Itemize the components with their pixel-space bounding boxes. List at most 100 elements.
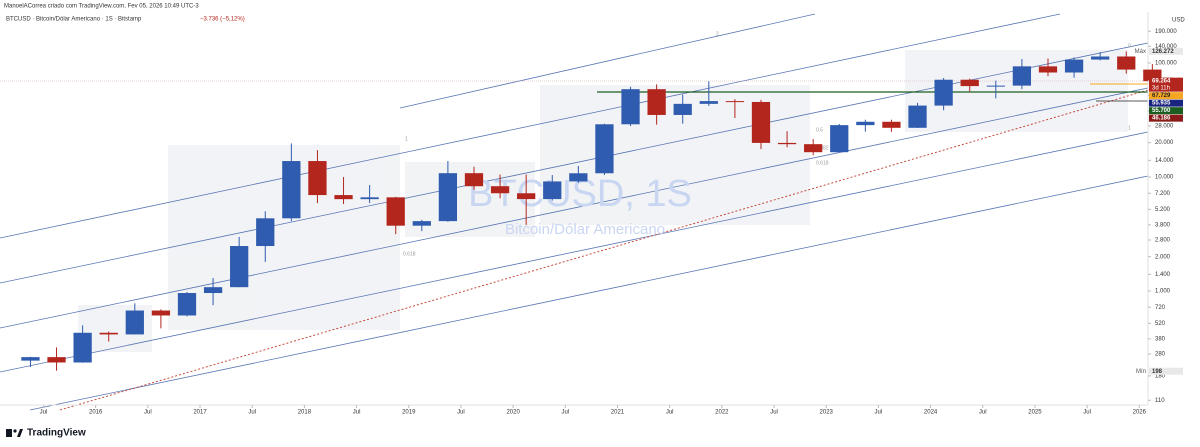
y-tick-label: 180 (1155, 373, 1166, 379)
x-tick-label: Jul (875, 410, 883, 416)
y-tick-label: 1.000 (1155, 289, 1171, 295)
watermark-subtitle: Bitcoin/Dólar Americano (505, 221, 665, 238)
candle-body (621, 89, 640, 125)
x-tick-label: 2020 (506, 410, 520, 416)
x-tick-label: 2023 (820, 410, 834, 416)
candle-body (647, 89, 666, 115)
x-tick-label: 2016 (89, 410, 103, 416)
x-tick-label: Jul (457, 410, 465, 416)
candle-body (1143, 69, 1162, 82)
fib-label: 1 (405, 136, 408, 142)
x-tick-label: Jul (561, 410, 569, 416)
candle-body (21, 357, 40, 361)
candle-body (386, 197, 405, 226)
candle-body (47, 357, 66, 363)
candle-body (73, 332, 92, 363)
candle-body (777, 142, 797, 145)
price-change: −3.736 (−5,12%) (200, 17, 245, 23)
price-marker-label: 126.272 (1152, 49, 1174, 55)
y-tick-label: 5.200 (1155, 207, 1171, 213)
candle-body (1091, 56, 1110, 60)
candle-body (595, 124, 614, 174)
x-tick-label: Jul (666, 410, 674, 416)
x-tick-label: Jul (40, 410, 48, 416)
candle-body (908, 105, 927, 128)
candle-body (804, 144, 823, 153)
x-tick-label: Jul (248, 410, 256, 416)
candle-body (960, 79, 979, 87)
candle-body (125, 310, 144, 335)
candle-body (412, 221, 431, 226)
candle-body (360, 197, 379, 200)
candle-body (830, 125, 849, 153)
candle-body (1064, 59, 1084, 73)
candle-body (203, 287, 223, 294)
y-tick-label: 20.000 (1155, 140, 1174, 146)
price-marker-tag: Máx (1135, 49, 1146, 55)
price-marker-sublabel: 3d 11h (1152, 86, 1170, 92)
logo: TradingView (6, 428, 86, 439)
price-marker (1149, 107, 1183, 115)
x-tick-label: Jul (353, 410, 361, 416)
footer: TradingView (27, 428, 86, 439)
x-tick-label: 2019 (402, 410, 416, 416)
price-marker-label: 46.186 (1152, 116, 1171, 122)
support-line (59, 89, 1149, 411)
x-tick-label: 2017 (193, 410, 207, 416)
price-marker-label: 69.264 (1152, 79, 1171, 85)
candle-body (490, 186, 510, 194)
candle-body (751, 101, 771, 143)
x-tick-label: 2018 (298, 410, 312, 416)
candle-body (543, 181, 562, 200)
x-tick-label: 2025 (1028, 410, 1042, 416)
x-tick-label: 2022 (715, 410, 729, 416)
candle-body (151, 310, 171, 316)
y-tick-label: 520 (1155, 321, 1166, 327)
fib-label: 0.5 (816, 127, 823, 133)
candle-body (699, 101, 718, 104)
fib-label: 0 (1128, 43, 1131, 49)
y-tick-label: 14.000 (1155, 158, 1174, 164)
price-marker (1149, 367, 1183, 375)
candle-body (517, 193, 536, 200)
y-tick-label: 2.800 (1155, 238, 1171, 244)
candle-body (986, 85, 1005, 87)
x-tick-label: 2024 (924, 410, 938, 416)
x-tick-label: Jul (144, 410, 152, 416)
candle-body (438, 173, 458, 222)
fib-label: 0.618 (816, 160, 829, 166)
candle-body (1012, 66, 1032, 86)
price-marker (1149, 92, 1183, 100)
candle-body (934, 79, 953, 106)
channel-lines (0, 13, 1149, 411)
candle-body (308, 161, 327, 196)
y-tick-label: 280 (1155, 352, 1166, 358)
y-tick-label: 380 (1155, 336, 1166, 342)
candle-body (569, 173, 588, 182)
y-tick-label: 1.400 (1155, 272, 1171, 278)
y-tick-label: 2.000 (1155, 254, 1171, 260)
y-tick-label: 110 (1155, 398, 1165, 404)
x-tick-label: 2021 (611, 410, 625, 416)
price-marker (1149, 99, 1183, 107)
candle-body (256, 218, 275, 247)
candle-body (177, 293, 197, 316)
fib-label: 0.382 (816, 145, 829, 151)
price-marker (1149, 114, 1183, 122)
fib-label: 0.618 (403, 251, 416, 257)
x-tick-label: Jul (770, 410, 778, 416)
price-marker (1149, 77, 1183, 92)
currency: USD (1172, 18, 1185, 24)
candle-body (673, 103, 692, 115)
candle-body (99, 332, 118, 335)
chart-title: BTCUSD · Bitcoin/Dólar Americano · 1S · … (6, 17, 142, 23)
header: ManoelACorrea criado com TradingView.com… (4, 4, 199, 10)
y-tick-label: 28.000 (1155, 124, 1174, 130)
price-marker-label: 55.700 (1152, 108, 1171, 114)
candle-body (464, 173, 484, 187)
candle-body (882, 121, 901, 128)
candle-body (230, 246, 249, 288)
x-tick-label: 2026 (1133, 410, 1147, 416)
candle-body (334, 195, 353, 200)
